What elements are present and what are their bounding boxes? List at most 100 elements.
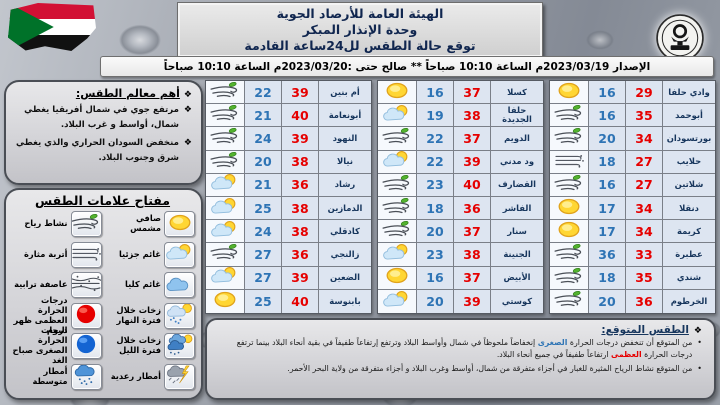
key-columns: صافي مشمس غائم جزئيا غائم كليا زخات خلال فت… [10, 209, 195, 392]
city-name: وادي حلفا [662, 81, 715, 104]
key-icon-box [164, 241, 195, 268]
max-temp-value: 39 [453, 289, 490, 313]
expected-weather-heading: الطقس المتوقع: [601, 324, 689, 336]
min-temp-value: 24 [244, 127, 281, 150]
min-temp-value: 16 [416, 81, 453, 104]
wind-icon [553, 243, 586, 265]
weather-icon-cell [378, 104, 416, 127]
authority-title: الهيئة العامة للأرصاد الجوية [276, 6, 444, 21]
min-temp-value: 20 [416, 220, 453, 243]
key-item-label: درجات الحرارة الصغرى صباح الغد [12, 325, 68, 366]
min-temp-value: 25 [244, 196, 281, 220]
night-showers-icon [165, 334, 194, 358]
wind-icon [209, 243, 242, 265]
city-weather-row: رشاد 36 21 [206, 173, 371, 197]
city-name: ود مدني [490, 150, 543, 173]
city-name: القضارف [490, 173, 543, 196]
city-weather-row: النهود 39 24 [206, 127, 371, 151]
city-weather-row: أبونعامة 40 21 [206, 104, 371, 128]
key-item: درجات الحرارة العظمى ظهر اليوم [10, 295, 102, 335]
max-temp-value: 39 [453, 150, 490, 173]
features-heading: أهم معالم الطقس: [75, 87, 180, 100]
wind-icon [381, 174, 414, 196]
city-name: نيالا [318, 150, 371, 173]
weather-icon-cell [378, 127, 416, 150]
city-name: أم بنين [318, 81, 371, 104]
sun-icon [211, 290, 239, 313]
wind-icon [553, 267, 586, 289]
wind-icon [381, 197, 414, 219]
city-name: الخرطوم [662, 289, 715, 313]
weather-icon-cell [550, 196, 588, 220]
key-icon-box [70, 272, 102, 299]
forecast-bullet: • من المتوقع أن تنخفض درجات الحرارة الصغ… [215, 337, 702, 362]
city-weather-row: ود مدني 39 22 [378, 150, 543, 174]
min-temp-value: 16 [588, 173, 625, 196]
max-temp-value: 33 [625, 243, 662, 266]
key-icon-box [164, 302, 195, 329]
key-icon-box [70, 302, 102, 329]
weather-icon-cell [206, 104, 244, 127]
key-item: نشاط رياح [10, 209, 102, 240]
feature-item: ❖ منخفض السودان الحراري والذي يغطي شرق و… [12, 136, 192, 166]
weather-icon-cell [550, 243, 588, 266]
wind-icon [209, 127, 242, 149]
key-item: غائم كليا [104, 270, 195, 301]
max-temp-value: 37 [453, 266, 490, 289]
feature-text: مرتفع جوي في شمال أفريقيا يغطي شمال، أوا… [24, 105, 179, 131]
partly-cloudy-icon [210, 197, 240, 219]
key-item-label: صافي مشمس [130, 213, 161, 234]
key-item: زخات خلال فترة النهار [104, 301, 195, 332]
min-temp-value: 24 [244, 220, 281, 243]
min-temp-value: 36 [588, 243, 625, 266]
max-temp-value: 39 [281, 127, 318, 150]
key-item: أتربة مثارة [10, 240, 102, 271]
min-temp-value: 20 [416, 289, 453, 313]
unit-title: وحدة الإنذار المبكر [302, 22, 418, 37]
min-temp-value: 18 [588, 150, 625, 173]
city-name: الأبيض [490, 266, 543, 289]
max-temp-value: 36 [281, 173, 318, 196]
weather-icon-cell [206, 289, 244, 313]
key-icon-box [164, 363, 195, 390]
max-temp-value: 39 [281, 81, 318, 104]
max-temp-value: 27 [625, 150, 662, 173]
weather-symbols-key-panel: مفتاح علامات الطقس صافي مشمس غائم جزئيا غا… [4, 188, 203, 400]
city-weather-row: وادي حلفا 29 16 [550, 81, 715, 105]
dust-storm-icon [71, 274, 101, 296]
city-weather-row: شندي 35 18 [550, 266, 715, 290]
city-weather-row: زالنجي 36 27 [206, 243, 371, 267]
sun-icon [383, 267, 411, 289]
city-name: كادقلي [318, 220, 371, 243]
min-temp-value: 16 [416, 266, 453, 289]
partly-cloudy-icon [210, 174, 240, 196]
key-item: زخات خلال فترة الليل [104, 331, 195, 362]
weather-icon-cell [550, 289, 588, 313]
max-temp-value: 38 [453, 104, 490, 127]
key-item-label: غائم جزئيا [118, 248, 161, 259]
key-item: غائم جزئيا [104, 240, 195, 271]
city-weather-row: كادقلي 38 24 [206, 220, 371, 244]
weather-icon-cell [378, 173, 416, 196]
wind-icon [553, 127, 586, 149]
weather-icon-cell [550, 127, 588, 150]
city-name: زالنجي [318, 243, 371, 266]
weather-icon-cell [378, 196, 416, 220]
weather-icon-cell [206, 196, 244, 220]
partly-cloudy-icon [382, 290, 412, 313]
max-temp-value: 29 [625, 81, 662, 104]
key-item-label: غائم كليا [124, 279, 161, 290]
sun-icon [555, 220, 583, 242]
max-temp-value: 34 [625, 220, 662, 243]
expected-weather-panel: ❖ الطقس المتوقع: • من المتوقع أن تنخفض د… [205, 318, 716, 400]
min-temp-value: 18 [416, 196, 453, 220]
city-weather-row: الضعين 39 27 [206, 266, 371, 290]
partly-cloudy-icon [382, 104, 412, 126]
max-temp-value: 34 [625, 127, 662, 150]
city-weather-row: دنقلا 34 17 [550, 196, 715, 221]
wind-icon [381, 127, 414, 149]
city-name: أبوحمد [662, 104, 715, 127]
met-authority-seal-icon [655, 13, 705, 63]
weather-features-panel: ❖ أهم معالم الطقس: ❖ مرتفع جوي في شمال أ… [4, 80, 203, 185]
key-icon-box [70, 241, 102, 268]
